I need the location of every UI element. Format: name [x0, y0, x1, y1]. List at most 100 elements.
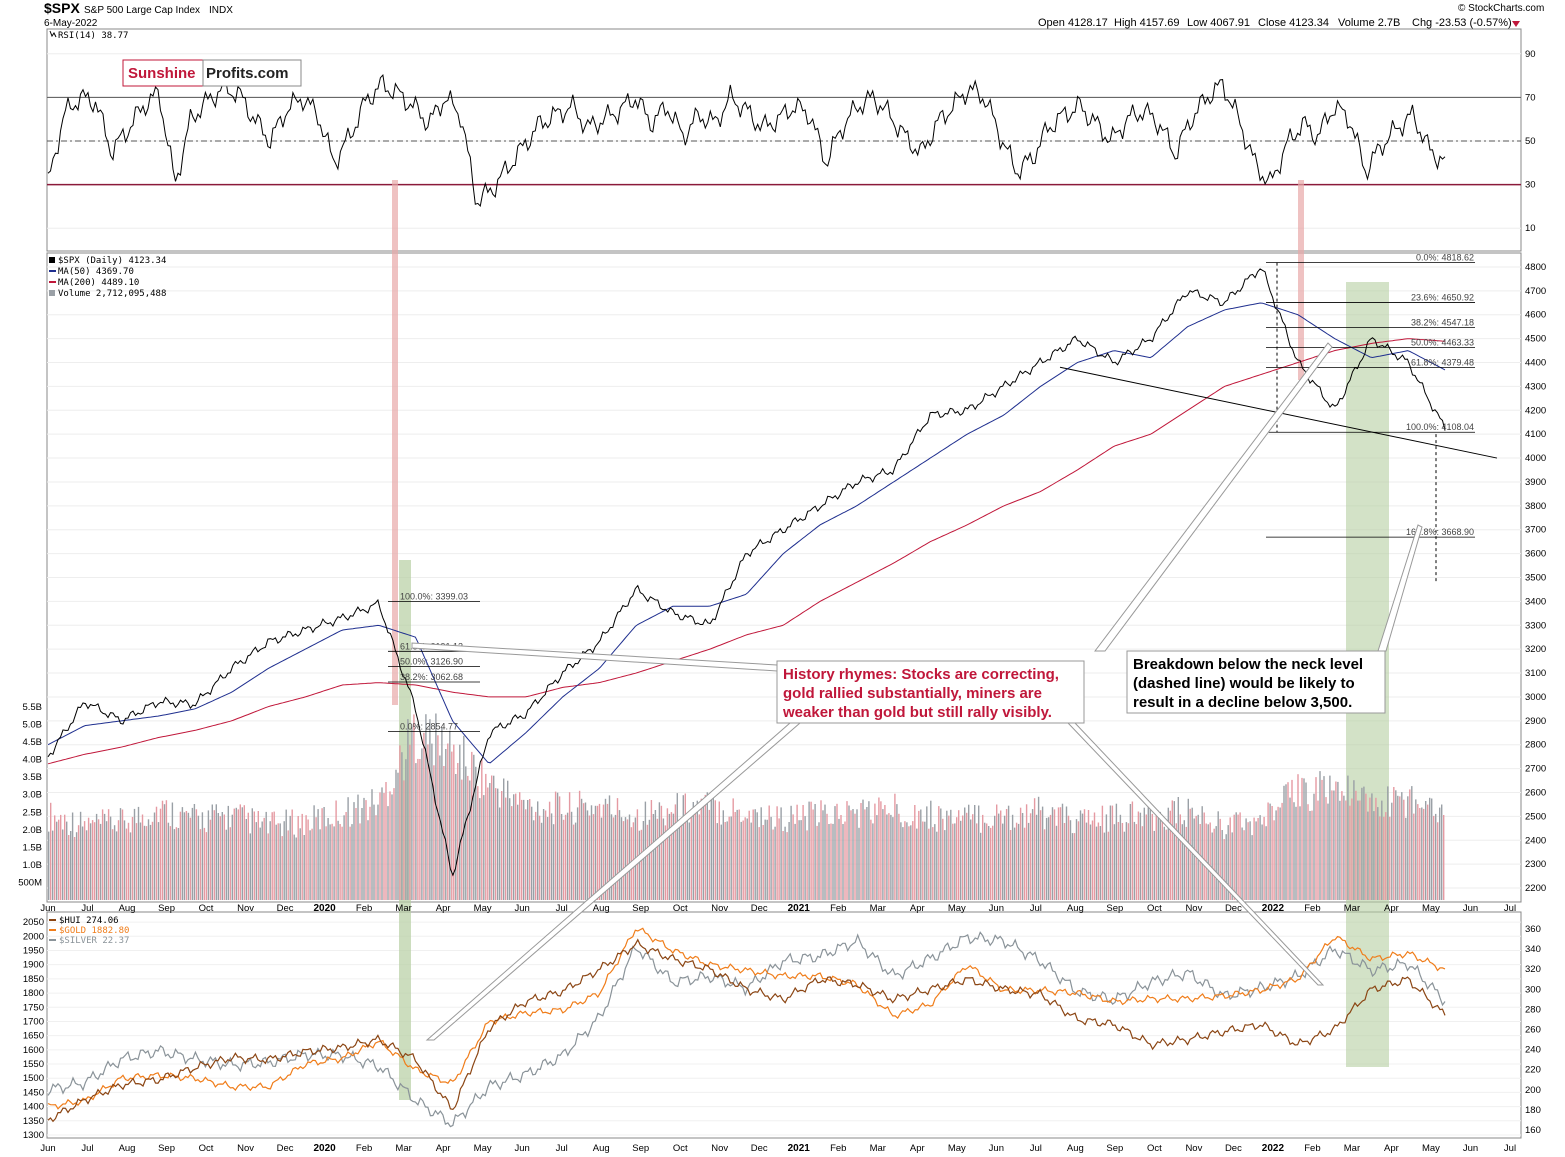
volume-bar: [405, 759, 407, 900]
volume-bar: [117, 820, 120, 900]
volume-bar: [209, 819, 212, 900]
volume-bar: [966, 812, 968, 900]
volume-bar: [1275, 810, 1277, 900]
volume-bar: [788, 822, 790, 900]
chart-date: 6-May-2022: [44, 18, 98, 29]
volume-bar: [1135, 824, 1138, 900]
open-value: Open 4128.17: [1038, 17, 1108, 29]
volume-bar: [604, 798, 607, 900]
volume-bar: [824, 804, 826, 900]
volume-bar: [614, 814, 617, 900]
volume-bar: [758, 827, 760, 900]
volume-bar: [718, 801, 720, 900]
volume-bar: [455, 774, 457, 900]
volume-bar: [331, 823, 333, 900]
volume-bar: [854, 813, 856, 900]
volume-bar: [79, 811, 82, 900]
volume-bar: [281, 836, 283, 900]
volume-bar: [1365, 793, 1367, 900]
price-tick-label: 4000: [1525, 453, 1546, 464]
month-label-top: May: [1422, 903, 1440, 914]
breakdown-note-line-3: result in a decline below 3,500.: [1133, 694, 1352, 711]
volume-bar: [1039, 810, 1042, 900]
volume-bar: [165, 800, 168, 900]
breakdown-pointer-right: [1377, 524, 1423, 652]
covid-crash-band: [392, 180, 398, 705]
watermark-box-left: [122, 59, 204, 87]
volume-bar: [1053, 809, 1056, 900]
volume-bar: [1321, 779, 1323, 900]
month-label-top: Aug: [119, 903, 136, 914]
volume-bar: [766, 819, 768, 900]
volume-bar: [1301, 777, 1303, 900]
volume-bar: [900, 822, 902, 900]
volume-bar: [804, 816, 806, 900]
volume-bar: [1057, 807, 1060, 900]
volume-bar: [371, 789, 373, 900]
close-value: Close 4123.34: [1258, 17, 1329, 29]
month-label-top: Oct: [199, 903, 214, 914]
volume-bar: [1093, 812, 1096, 900]
volume-bar: [1397, 795, 1399, 900]
volume-bar: [1223, 839, 1225, 900]
volume-bar: [213, 810, 215, 900]
volume-bar: [692, 802, 694, 900]
month-label-bottom: Mar: [870, 1143, 886, 1154]
volume-bar: [1433, 815, 1435, 900]
volume-bar: [1333, 790, 1335, 900]
volume-bar: [399, 745, 401, 900]
gold-tick-label: 1350: [23, 1116, 44, 1127]
volume-bar: [754, 809, 756, 900]
volume-bar: [1201, 806, 1203, 900]
volume-bar: [1107, 831, 1110, 900]
volume-bar: [1251, 835, 1253, 900]
month-label-bottom: Mar: [395, 1143, 411, 1154]
volume-bar: [1381, 800, 1383, 900]
volume-bar: [70, 831, 72, 900]
month-label-bottom: Sep: [632, 1143, 649, 1154]
volume-tick-label: 3.5B: [22, 772, 42, 783]
month-label-bottom: Jun: [1463, 1143, 1478, 1154]
volume-bar: [548, 801, 551, 900]
volume-bar: [403, 780, 405, 900]
volume-tick-label: 4.5B: [22, 737, 42, 748]
volume-bar: [93, 822, 96, 900]
month-label-top: Oct: [673, 903, 688, 914]
volume-bar: [794, 823, 796, 900]
volume-bar: [944, 830, 946, 900]
volume-bar: [487, 787, 489, 900]
gold-tick-label: 2050: [23, 917, 44, 928]
volume-bar: [391, 794, 393, 900]
volume-bar: [329, 824, 331, 900]
volume-bar: [421, 748, 423, 900]
volume-bar: [1165, 829, 1167, 900]
volume-bar: [60, 814, 62, 900]
volume-bar: [1145, 814, 1147, 900]
volume-bar: [1091, 820, 1094, 900]
volume-bar: [990, 827, 992, 900]
month-label-top: Jul: [1030, 903, 1042, 914]
volume-bar: [459, 744, 461, 900]
volume-bar: [1419, 808, 1421, 900]
volume-bar: [1395, 790, 1397, 900]
rsi-tick-label: 10: [1525, 223, 1536, 234]
volume-bar: [550, 813, 553, 900]
volume-bar: [407, 719, 409, 900]
volume-bar: [493, 775, 495, 900]
month-label-bottom: Jun: [40, 1143, 55, 1154]
volume-bar: [1019, 807, 1022, 900]
volume-bar: [1443, 815, 1445, 900]
volume-bar: [780, 807, 782, 900]
volume-bar: [317, 809, 319, 900]
volume-bar: [537, 801, 539, 900]
volume-bar: [596, 805, 599, 900]
volume-bar: [878, 797, 880, 900]
volume-bar: [361, 808, 363, 900]
volume-bar: [50, 802, 52, 900]
volume-bar: [1279, 807, 1281, 900]
month-label-top: Oct: [1147, 903, 1162, 914]
volume-bar: [341, 826, 343, 900]
volume-bar: [461, 779, 463, 900]
volume-bar: [1245, 818, 1247, 900]
volume-bar: [107, 809, 110, 900]
